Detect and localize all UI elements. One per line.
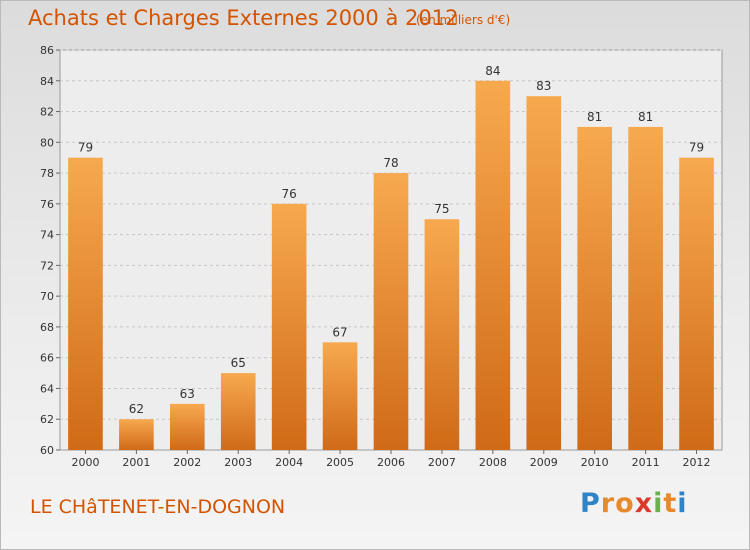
- bar: [475, 80, 511, 451]
- logo-letter: r: [600, 488, 616, 519]
- bar: [119, 419, 154, 450]
- x-tick-label: 2003: [224, 456, 252, 469]
- y-tick-label: 64: [40, 382, 54, 395]
- logo-letter: i: [677, 488, 688, 519]
- y-tick-label: 78: [40, 167, 54, 180]
- bar: [220, 373, 256, 450]
- data-label: 67: [332, 325, 347, 339]
- x-tick-label: 2008: [479, 456, 507, 469]
- data-label: 65: [231, 356, 246, 370]
- bar: [628, 126, 663, 450]
- x-tick-label: 2002: [173, 456, 201, 469]
- y-tick-label: 66: [40, 352, 54, 365]
- data-label: 81: [638, 110, 653, 124]
- data-label: 84: [485, 64, 500, 78]
- data-label: 76: [282, 187, 297, 201]
- y-tick-label: 86: [40, 44, 54, 57]
- bar: [526, 96, 562, 451]
- bar: [169, 403, 205, 450]
- x-tick-label: 2001: [122, 456, 150, 469]
- bar: [424, 219, 460, 450]
- logo-letter: P: [580, 488, 601, 519]
- y-tick-label: 76: [40, 198, 54, 211]
- x-tick-label: 2004: [275, 456, 303, 469]
- x-tick-label: 2009: [530, 456, 558, 469]
- data-label: 79: [689, 141, 704, 155]
- data-label: 75: [434, 202, 449, 216]
- x-tick-label: 2007: [428, 456, 456, 469]
- data-label: 79: [78, 141, 93, 155]
- y-tick-label: 68: [40, 321, 54, 334]
- data-label: 63: [180, 387, 195, 401]
- logo-letter: t: [663, 488, 678, 519]
- data-label: 83: [536, 79, 551, 93]
- place-name: LE CHâTENET-EN-DOGNON: [30, 496, 286, 518]
- chart-subtitle: (en milliers d'€): [416, 13, 511, 27]
- x-tick-label: 2006: [377, 456, 405, 469]
- logo-letter: o: [615, 488, 635, 519]
- x-tick-label: 2005: [326, 456, 354, 469]
- y-tick-label: 70: [40, 290, 54, 303]
- x-tick-label: 2000: [71, 456, 99, 469]
- y-tick-label: 80: [40, 136, 54, 149]
- bar: [68, 157, 103, 450]
- y-tick-label: 74: [40, 229, 54, 242]
- y-tick-label: 60: [40, 444, 54, 457]
- y-tick-label: 72: [40, 259, 54, 272]
- logo-letter: x: [634, 488, 654, 519]
- bar: [322, 342, 358, 450]
- bar: [679, 157, 714, 450]
- y-tick-label: 84: [40, 75, 54, 88]
- x-tick-label: 2011: [632, 456, 660, 469]
- data-label: 78: [383, 156, 398, 170]
- x-tick-label: 2012: [683, 456, 711, 469]
- y-tick-label: 62: [40, 413, 54, 426]
- data-label: 62: [129, 402, 144, 416]
- bar: [271, 203, 307, 450]
- y-tick-label: 82: [40, 106, 54, 119]
- bar: [577, 126, 613, 450]
- bar: [373, 173, 409, 451]
- data-label: 81: [587, 110, 602, 124]
- logo-letter: i: [653, 488, 664, 519]
- chart-title: Achats et Charges Externes 2000 à 2012: [28, 6, 459, 30]
- x-tick-label: 2010: [581, 456, 609, 469]
- proxiti-logo: Proxiti: [580, 488, 688, 519]
